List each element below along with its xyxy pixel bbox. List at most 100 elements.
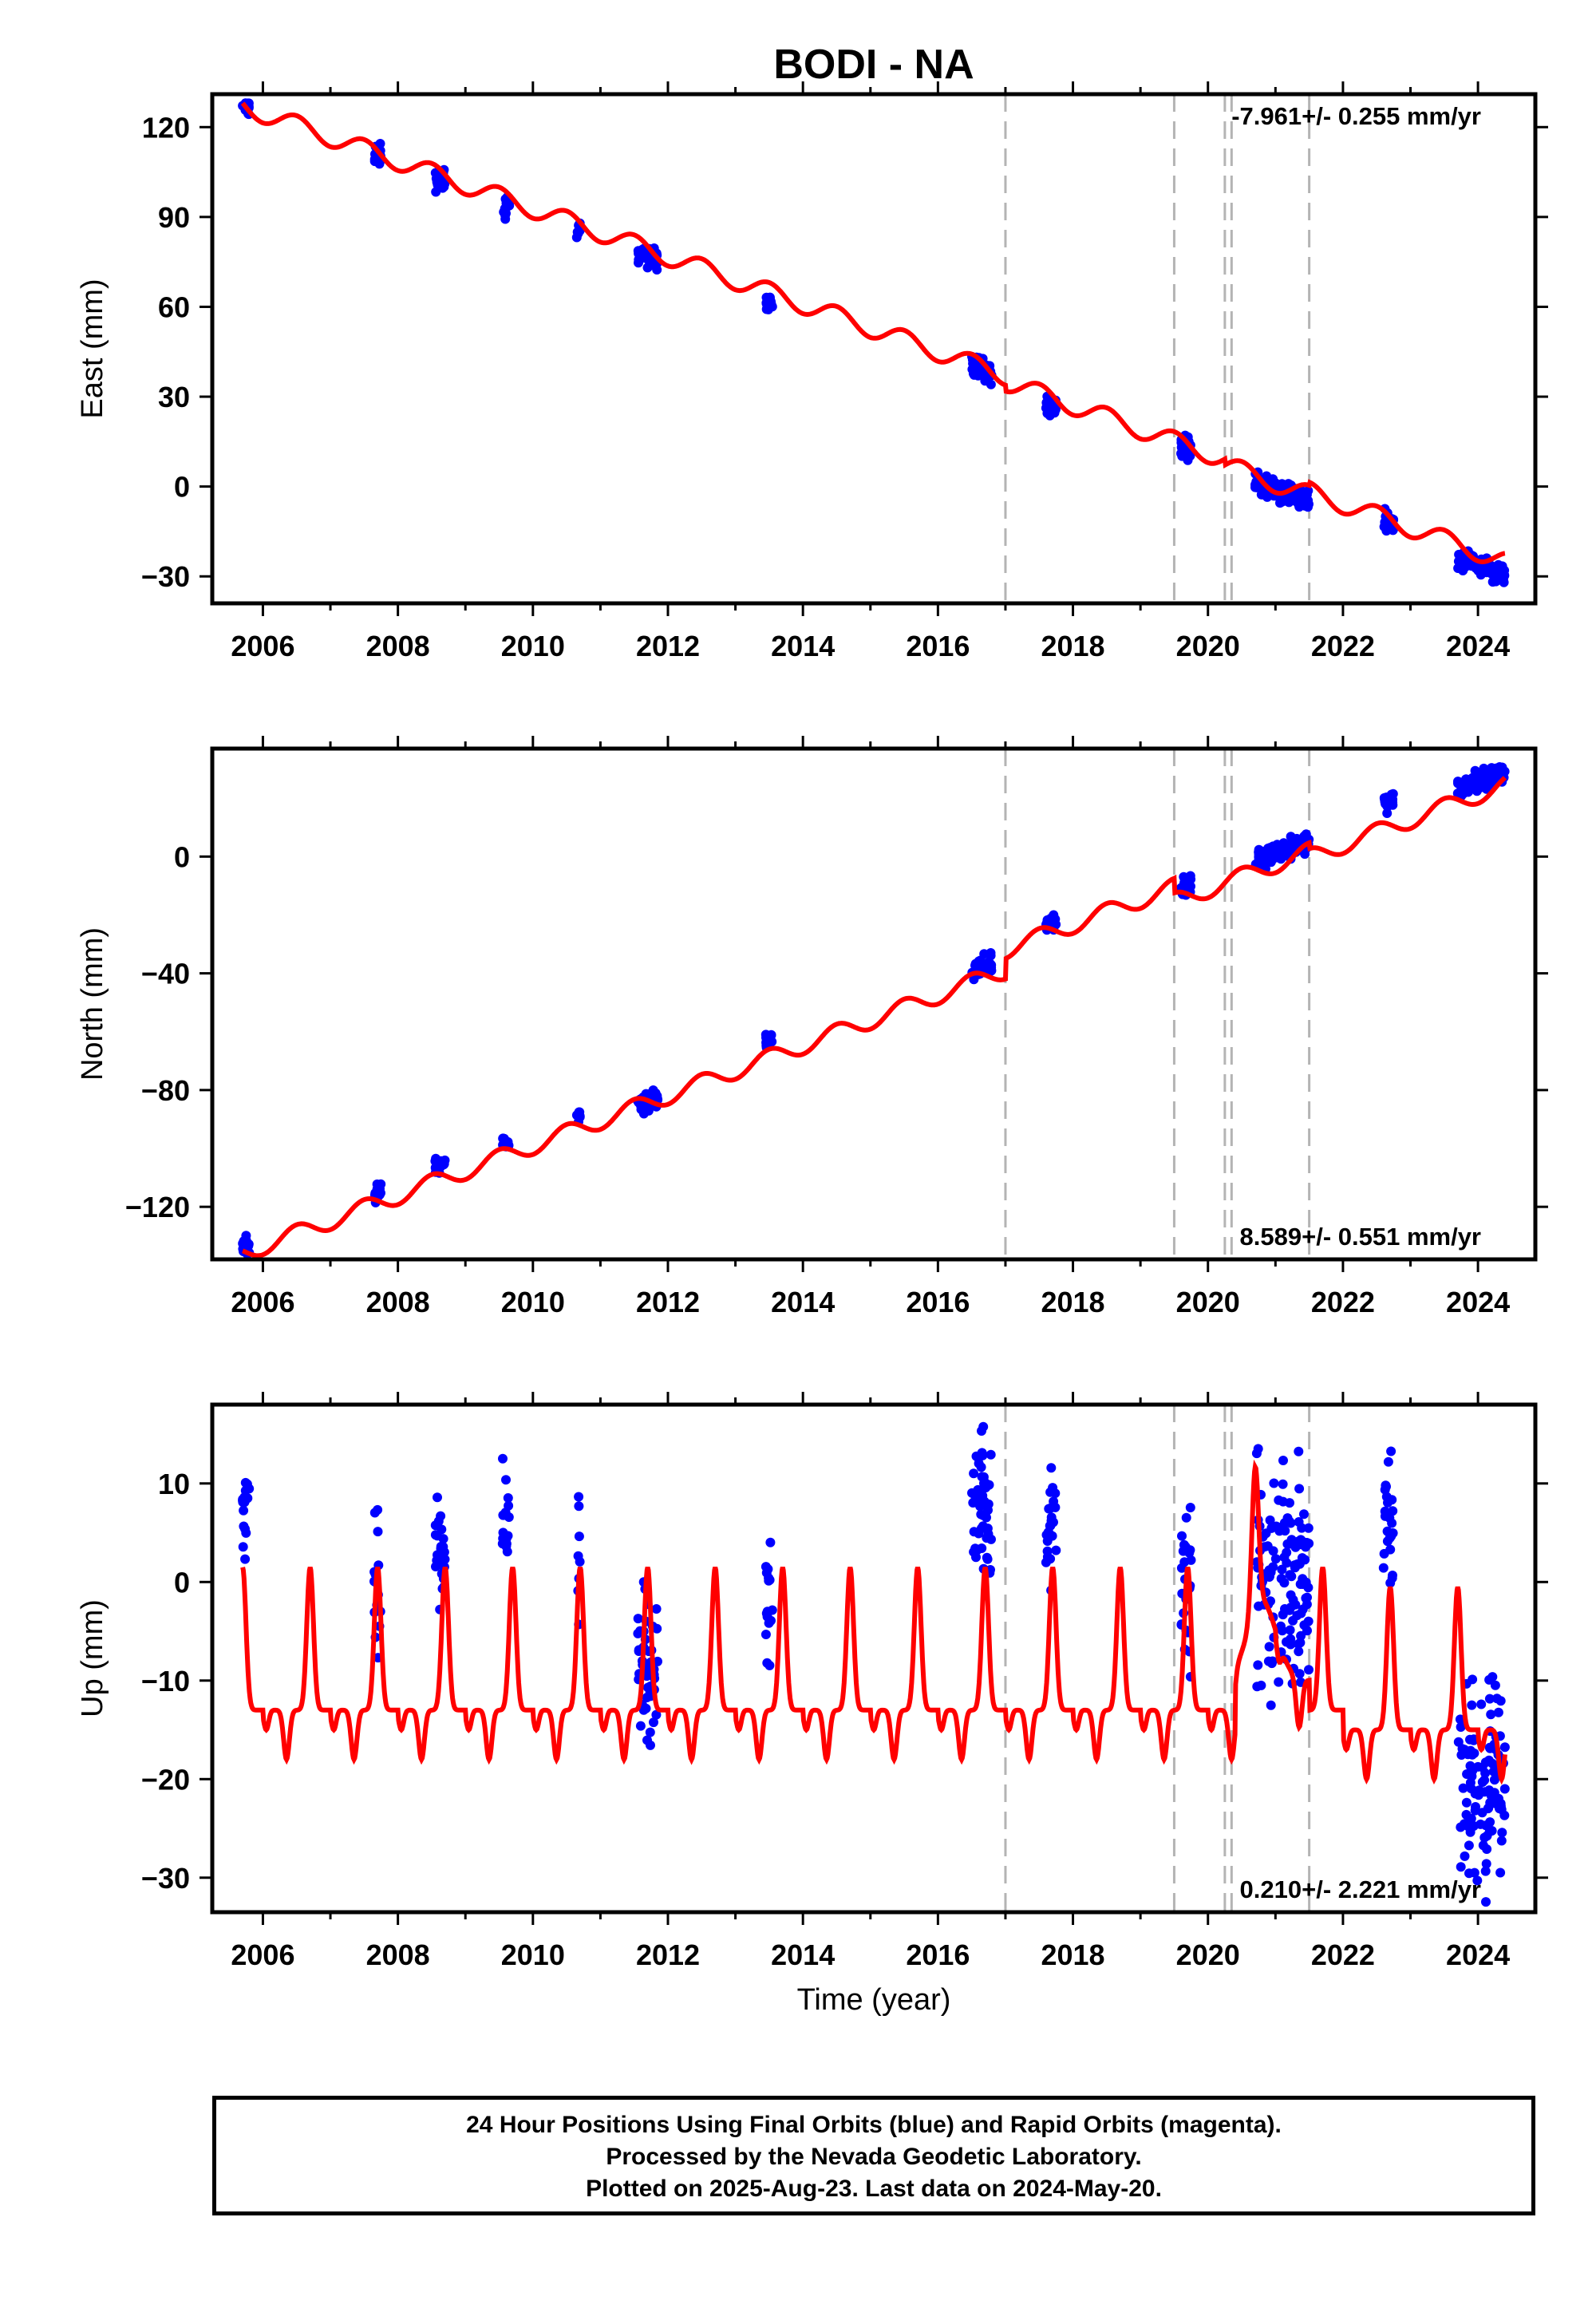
x-tick-label: 2018 xyxy=(1041,1939,1104,1971)
data-point xyxy=(1296,1608,1306,1618)
data-point xyxy=(983,1499,994,1509)
data-point xyxy=(1495,1804,1504,1814)
data-point xyxy=(498,1510,508,1520)
data-point xyxy=(1456,1722,1466,1732)
x-tick-label: 2014 xyxy=(771,1939,835,1971)
y-tick-label: 0 xyxy=(174,471,190,504)
data-point xyxy=(1495,1867,1506,1878)
data-point xyxy=(1468,1674,1478,1685)
data-point xyxy=(501,1533,512,1543)
data-point xyxy=(1264,1642,1274,1652)
x-tick-label: 2012 xyxy=(636,1286,700,1318)
data-point xyxy=(1265,1515,1275,1525)
data-point xyxy=(1282,1558,1292,1568)
data-point xyxy=(240,1554,251,1564)
data-point xyxy=(1293,499,1303,509)
data-point xyxy=(651,1709,662,1720)
data-point xyxy=(503,1136,513,1147)
data-point xyxy=(1254,849,1264,860)
data-point xyxy=(1303,1616,1314,1626)
data-point xyxy=(1461,1797,1472,1808)
x-tick-label: 2010 xyxy=(501,1286,565,1318)
panel-frame xyxy=(210,1402,1538,1915)
data-point xyxy=(649,1717,658,1728)
y-tick-label: −40 xyxy=(141,958,190,990)
y-tick-label: 0 xyxy=(174,840,190,873)
data-point xyxy=(1469,1867,1479,1878)
data-point xyxy=(503,1493,513,1503)
data-point xyxy=(431,187,441,197)
data-point xyxy=(431,1562,440,1571)
data-point xyxy=(652,1623,662,1634)
data-point xyxy=(1460,1745,1470,1755)
data-point xyxy=(1294,1446,1304,1456)
data-point xyxy=(1462,785,1472,796)
x-tick-label: 2010 xyxy=(501,630,565,662)
data-point xyxy=(1051,919,1061,930)
data-point xyxy=(1458,1783,1468,1793)
data-point xyxy=(765,1537,776,1547)
data-point xyxy=(986,1449,996,1460)
data-point xyxy=(500,214,511,224)
panel-frame xyxy=(210,746,1538,1262)
data-point xyxy=(969,1547,979,1557)
data-point xyxy=(1466,1813,1476,1824)
data-point xyxy=(1388,800,1398,810)
data-point xyxy=(1481,1897,1491,1907)
data-point xyxy=(1279,1578,1290,1588)
data-point xyxy=(986,965,996,975)
data-point xyxy=(574,1492,584,1502)
data-point xyxy=(433,1531,443,1541)
data-point xyxy=(1264,1572,1274,1582)
data-point xyxy=(1299,1509,1309,1520)
y-tick-label: 60 xyxy=(158,290,190,323)
data-point xyxy=(1262,1541,1273,1551)
data-point xyxy=(1278,1610,1288,1620)
y-tick-label: −30 xyxy=(141,1862,190,1895)
data-point xyxy=(1482,1844,1492,1854)
footer-line-3: Plotted on 2025-Aug-23. Last data on 202… xyxy=(586,2176,1162,2202)
data-point xyxy=(238,1494,248,1504)
data-point xyxy=(1049,1517,1058,1528)
data-point xyxy=(1288,835,1298,845)
data-point xyxy=(1049,910,1059,920)
data-point xyxy=(1050,1502,1061,1512)
y-tick-label: −30 xyxy=(141,560,190,593)
data-point xyxy=(374,1188,385,1198)
data-point xyxy=(645,1727,655,1737)
data-point xyxy=(1465,1777,1476,1788)
data-point xyxy=(1497,1828,1507,1838)
data-point xyxy=(1042,1551,1053,1562)
data-point xyxy=(1480,1768,1491,1778)
data-point xyxy=(764,1037,774,1048)
data-point xyxy=(1286,1571,1297,1582)
panels-group: 2006 2008 2010 2012 2014 2016 2018 2020 2022 2024… xyxy=(76,81,1548,1971)
data-point xyxy=(1484,1694,1495,1704)
data-point xyxy=(1185,1503,1195,1512)
data-point xyxy=(574,1501,584,1512)
data-point xyxy=(982,1524,993,1534)
data-point xyxy=(1453,1737,1464,1747)
data-point xyxy=(1177,1531,1187,1541)
x-tick-label: 2014 xyxy=(771,1286,835,1318)
data-point xyxy=(1467,1700,1477,1710)
data-point xyxy=(1456,1822,1466,1832)
model-fit-line xyxy=(240,1459,1507,1785)
data-point xyxy=(1477,1777,1487,1787)
figure-title: BODI - NA xyxy=(773,41,974,88)
x-tick-label: 2016 xyxy=(906,1939,970,1971)
data-point xyxy=(1266,1700,1276,1710)
x-tick-label: 2008 xyxy=(366,1286,430,1318)
x-tick-label: 2022 xyxy=(1311,1939,1375,1971)
data-point xyxy=(1302,1626,1312,1636)
data-point xyxy=(1261,1528,1271,1539)
data-point xyxy=(1482,566,1492,575)
data-point xyxy=(766,300,776,310)
data-point xyxy=(1297,1523,1307,1533)
x-tick-label: 2010 xyxy=(501,1939,565,1971)
data-point xyxy=(764,1575,774,1586)
data-point xyxy=(1290,1559,1301,1570)
data-point xyxy=(1496,1836,1507,1846)
data-point xyxy=(1285,1625,1295,1635)
y-axis-label: North (mm) xyxy=(76,927,109,1081)
